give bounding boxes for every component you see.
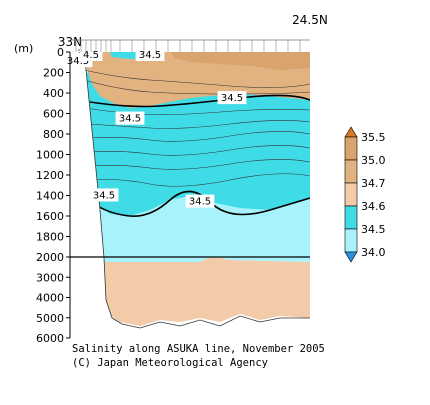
y-tick-label: 400	[43, 87, 64, 100]
y-tick-label: 6000	[36, 332, 64, 345]
y-tick-label: 200	[43, 67, 64, 80]
y-tick-label: 600	[43, 108, 64, 121]
colorbar-tick-label: 35.0	[361, 154, 386, 167]
colorbar-tick-label: 34.7	[361, 177, 386, 190]
bathymetry-line	[83, 52, 310, 329]
colorbar-segment	[344, 182, 358, 207]
thin-contours	[83, 69, 310, 187]
y-tick-label: 1800	[36, 231, 64, 244]
chart-credit: (C) Japan Meteorological Agency	[72, 357, 268, 369]
contour-label: 34.5	[189, 197, 211, 208]
contour-label-bg	[79, 48, 103, 62]
contour-label: 4.5	[83, 50, 99, 61]
y-tick-label: 3000	[36, 271, 64, 284]
colorbar-tick-label: 35.5	[361, 131, 386, 144]
contour-label-bg	[115, 111, 145, 125]
y-tick-label: 2000	[36, 251, 64, 264]
y-tick-label: 1200	[36, 169, 64, 182]
colorbar-segment	[344, 251, 358, 263]
contour-label-bg	[135, 48, 165, 62]
y-tick-label: 1600	[36, 210, 64, 223]
contour-label: 34.5	[93, 190, 115, 201]
lower-panel-pale	[104, 256, 310, 262]
colorbar-segment	[344, 159, 358, 184]
contour-label: 34.5	[119, 114, 141, 125]
station-ticks	[75, 40, 301, 52]
contour-label-bg	[217, 91, 247, 105]
contour-label: 34.5	[221, 93, 243, 104]
y-tick-label: 1400	[36, 190, 64, 203]
contour-label: 34.5	[67, 56, 89, 67]
chart-title: Salinity along ASUKA line, November 2005	[72, 343, 325, 355]
lat-label-right: 24.5N	[292, 13, 328, 27]
y-tick-label: 800	[43, 128, 64, 141]
section-plot	[70, 52, 310, 338]
colorbar-segment	[344, 136, 358, 161]
y-tick-label: 0	[57, 46, 64, 59]
colorbar-tick-label: 34.6	[361, 200, 386, 213]
colorbar-segment	[344, 205, 358, 230]
colorbar-segment	[344, 126, 358, 138]
axes: 0 200 400 600 800 1000 1200 1400 1600 1800 2000 300…	[36, 39, 310, 345]
lower-panel-fill	[104, 256, 310, 326]
contour-label: 34.5	[139, 50, 161, 61]
bold-contours	[89, 94, 310, 217]
contour-label-bg	[185, 194, 215, 208]
colorbar-segment	[344, 228, 358, 253]
colorbar-tick-label: 34.0	[361, 246, 386, 259]
colorbar: 34.0 34.5 34.6 34.7 35.0 35.5	[344, 126, 386, 263]
y-tick-label: 5000	[36, 312, 64, 325]
contour-label-bg	[89, 188, 119, 202]
surface-saline-core	[170, 52, 310, 70]
y-tick-label: 1000	[36, 149, 64, 162]
coastal-land-mask	[70, 52, 310, 338]
y-tick-label: 4000	[36, 292, 64, 305]
y-unit-label: (m)	[14, 42, 33, 55]
colorbar-tick-label: 34.5	[361, 223, 386, 236]
